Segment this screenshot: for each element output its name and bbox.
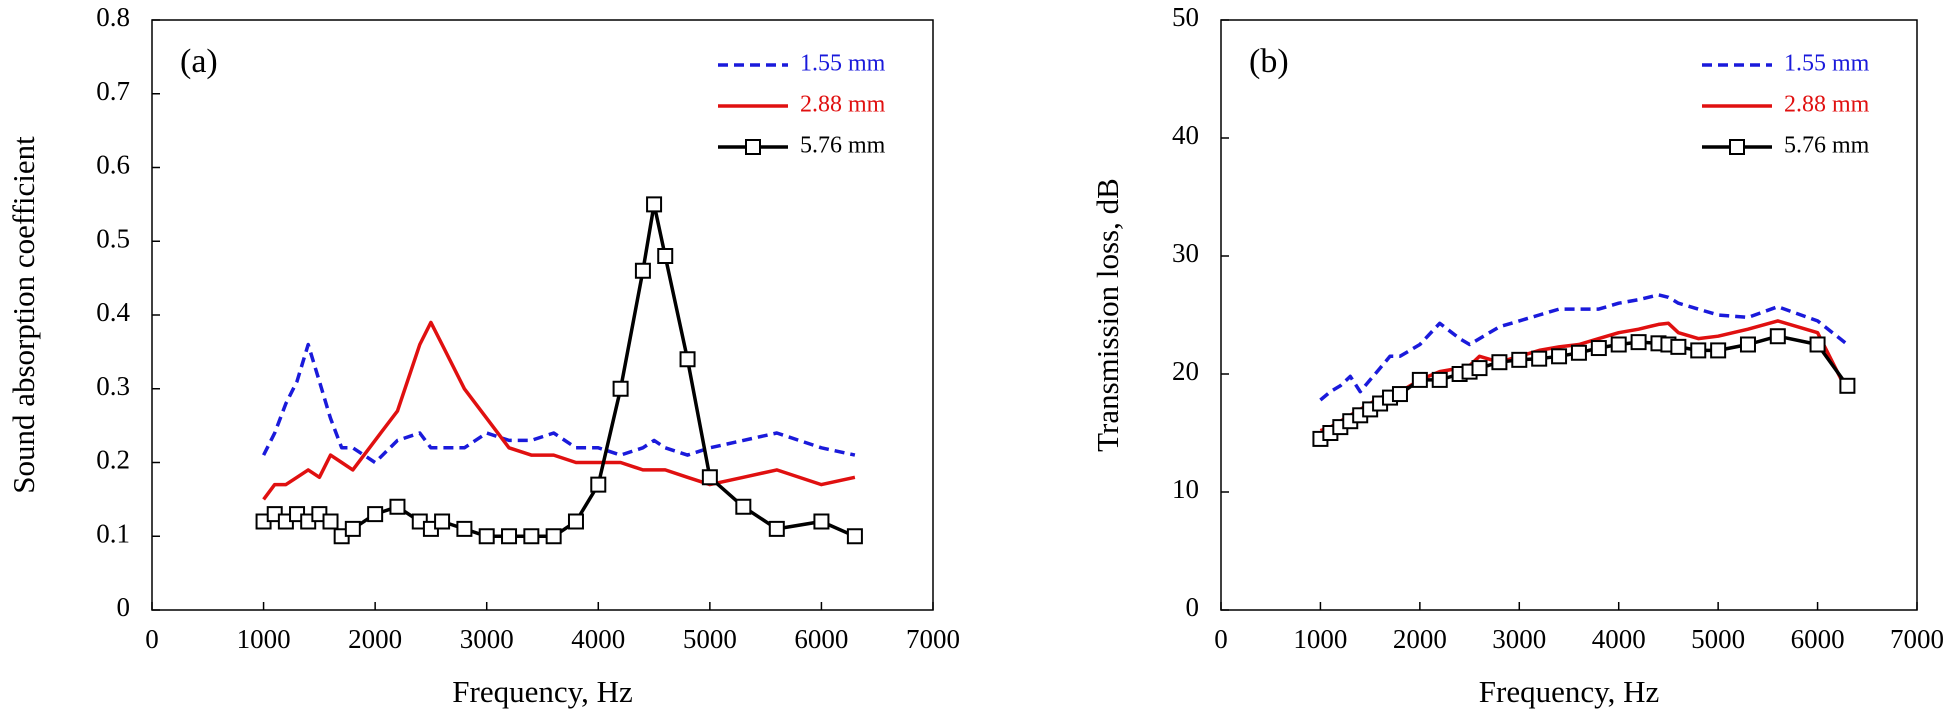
series-line xyxy=(1319,293,1849,402)
y-tick-label: 0 xyxy=(1186,592,1200,622)
x-tick-label: 1000 xyxy=(237,624,291,654)
marker xyxy=(657,248,674,264)
marker xyxy=(1630,334,1647,351)
marker xyxy=(478,528,495,545)
x-tick-label: 0 xyxy=(1214,624,1228,654)
marker xyxy=(846,528,863,545)
marker xyxy=(567,513,584,530)
marker xyxy=(1491,354,1508,371)
marker xyxy=(1391,386,1408,403)
y-tick-label: 0.4 xyxy=(96,297,130,327)
marker xyxy=(1839,377,1856,394)
marker xyxy=(501,528,518,545)
marker xyxy=(590,476,607,493)
marker xyxy=(1769,328,1786,345)
x-axis-label: Frequency, Hz xyxy=(452,674,632,709)
x-tick-label: 2000 xyxy=(348,624,402,654)
marker xyxy=(1670,338,1687,355)
y-axis-label: Sound absorption coefficient xyxy=(6,136,41,494)
marker xyxy=(1809,336,1826,353)
marker xyxy=(1531,350,1548,367)
x-tick-label: 4000 xyxy=(1592,624,1646,654)
marker xyxy=(1710,342,1727,359)
marker xyxy=(1431,371,1448,388)
x-tick-label: 6000 xyxy=(794,624,848,654)
marker xyxy=(1610,336,1627,353)
legend-label: 2.88 mm xyxy=(1784,92,1870,118)
marker xyxy=(322,513,339,530)
legend-marker xyxy=(1729,139,1745,155)
marker xyxy=(813,513,830,530)
x-tick-label: 7000 xyxy=(906,624,960,654)
marker xyxy=(344,520,361,537)
marker xyxy=(634,262,651,279)
marker xyxy=(1739,336,1756,353)
x-tick-label: 5000 xyxy=(683,624,737,654)
legend-label: 5.76 mm xyxy=(1784,133,1870,159)
marker xyxy=(1590,340,1607,357)
x-tick-label: 6000 xyxy=(1791,624,1845,654)
x-tick-label: 5000 xyxy=(1691,624,1745,654)
marker xyxy=(1511,351,1528,368)
series-line xyxy=(262,342,856,465)
y-tick-label: 0.2 xyxy=(96,445,130,475)
marker xyxy=(434,513,451,530)
x-tick-label: 4000 xyxy=(571,624,625,654)
y-tick-label: 0.7 xyxy=(96,76,130,106)
x-tick-label: 7000 xyxy=(1890,624,1944,654)
chart: 0 10 20 30 40 50 0 1000 2000 3000 4000 5000 6000 7000… xyxy=(1090,2,1944,709)
marker xyxy=(389,498,406,515)
marker xyxy=(679,351,696,368)
y-tick-label: 0.1 xyxy=(96,518,130,548)
y-tick-label: 10 xyxy=(1172,474,1199,504)
marker xyxy=(367,506,384,523)
marker xyxy=(735,498,752,515)
y-tick-label: 0.8 xyxy=(96,2,130,32)
x-axis-label: Frequency, Hz xyxy=(1479,674,1659,709)
x-tick-label: 2000 xyxy=(1393,624,1447,654)
y-tick-label: 0.3 xyxy=(96,371,130,401)
legend-label: 1.55 mm xyxy=(800,51,886,77)
series-line xyxy=(262,202,856,539)
x-tick-label: 3000 xyxy=(460,624,514,654)
panel-label: (a) xyxy=(180,43,218,80)
x-tick-label: 1000 xyxy=(1293,624,1347,654)
marker xyxy=(456,520,473,537)
y-axis-label: Transmission loss, dB xyxy=(1090,178,1125,452)
x-tick-label: 0 xyxy=(145,624,159,654)
y-tick-label: 30 xyxy=(1172,238,1199,268)
y-tick-label: 0.6 xyxy=(96,150,130,180)
marker xyxy=(1551,348,1568,365)
series-line xyxy=(262,320,856,501)
legend-label: 1.55 mm xyxy=(1784,51,1870,77)
chart: 0 0.1 0.2 0.3 0.4 0.5 0.6 0.7 0.8 0 1000 2000 3000 40… xyxy=(6,2,960,709)
legend-marker xyxy=(745,139,761,155)
marker xyxy=(1411,371,1428,388)
y-tick-label: 50 xyxy=(1172,2,1199,32)
marker xyxy=(701,469,718,486)
y-tick-label: 20 xyxy=(1172,356,1199,386)
marker xyxy=(768,520,785,537)
legend-label: 5.76 mm xyxy=(800,133,886,159)
marker xyxy=(612,380,629,397)
marker xyxy=(646,196,663,213)
y-tick-label: 40 xyxy=(1172,120,1199,150)
marker xyxy=(523,528,540,545)
marker xyxy=(1570,344,1587,361)
legend-label: 2.88 mm xyxy=(800,92,886,118)
marker xyxy=(545,528,562,545)
panel-label: (b) xyxy=(1249,43,1289,80)
y-tick-label: 0.5 xyxy=(96,223,130,253)
plot-frame xyxy=(1220,19,1918,611)
marker xyxy=(1471,360,1488,377)
marker xyxy=(1690,342,1707,359)
x-tick-label: 3000 xyxy=(1492,624,1546,654)
y-tick-label: 0 xyxy=(117,592,131,622)
